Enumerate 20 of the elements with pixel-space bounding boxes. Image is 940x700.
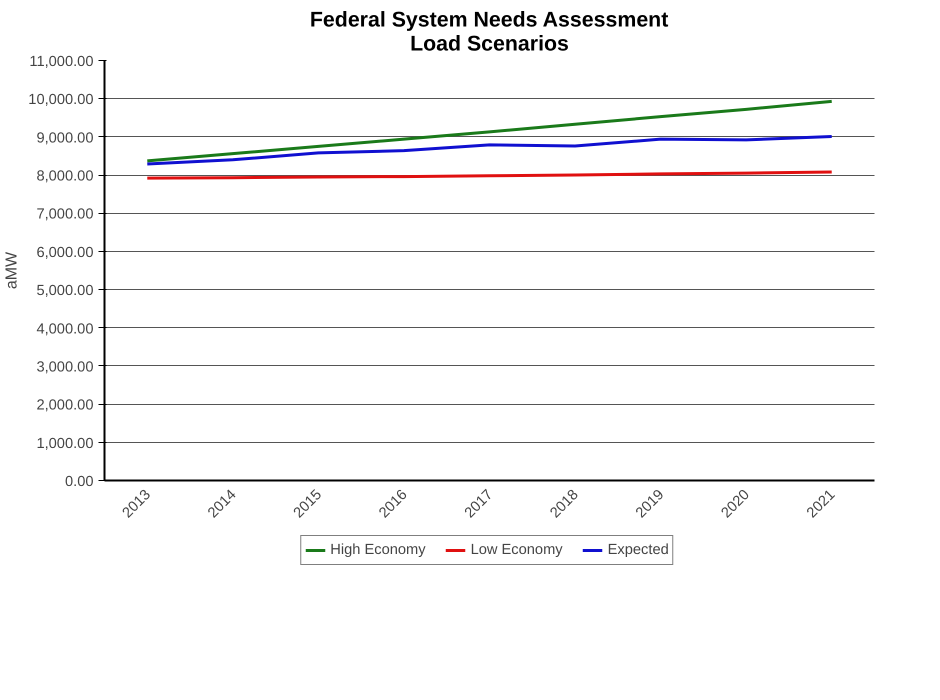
- y-tick-label: 7,000.00: [36, 206, 94, 223]
- chart-title: Federal System Needs Assessment Load Scenarios: [310, 8, 668, 56]
- y-tick-label: 6,000.00: [36, 244, 94, 261]
- y-tick-label: 2,000.00: [36, 398, 94, 414]
- y-tick-label: 4,000.00: [36, 321, 94, 338]
- legend-label: Expected: [608, 542, 669, 558]
- line-series: [146, 100, 834, 162]
- y-axis-title: aMW: [3, 250, 20, 290]
- y-tick-label: 11,000.00: [29, 54, 94, 70]
- y-tick-label: 8,000.00: [36, 168, 94, 185]
- line-series: [146, 170, 834, 180]
- legend-label: High Economy: [330, 542, 426, 558]
- line-series: [146, 134, 834, 166]
- y-tick-label: 0.00: [64, 474, 94, 490]
- y-tick-label: 3,000.00: [36, 359, 94, 376]
- legend-label: Low Economy: [470, 542, 563, 558]
- y-tick-label: 1,000.00: [36, 436, 94, 452]
- y-tick-label: 5,000.00: [36, 283, 94, 300]
- y-tick-label: 10,000.00: [28, 92, 94, 108]
- y-tick-label: 9,000.00: [36, 130, 94, 146]
